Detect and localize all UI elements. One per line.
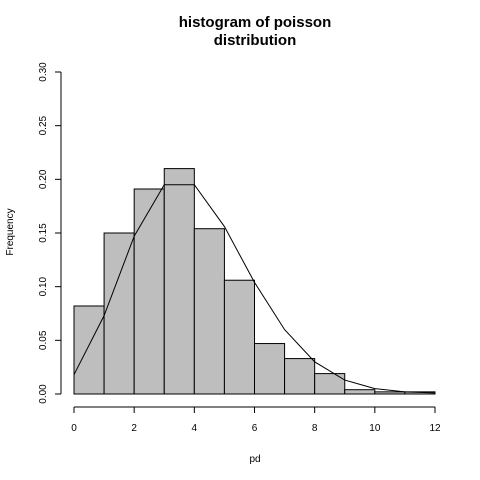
histogram-bar-0	[73, 305, 105, 395]
y-tick-label-1: 0.05	[38, 330, 49, 350]
y-axis-label: Frequency	[5, 208, 16, 255]
x-tick-label-2: 4	[192, 423, 198, 434]
y-tick-label-3: 0.15	[38, 223, 49, 243]
histogram-bar-3	[163, 168, 195, 395]
density-line	[73, 184, 436, 394]
histogram-bar-8	[314, 373, 346, 395]
y-tick-label-2: 0.10	[38, 276, 49, 296]
x-axis-label: pd	[249, 454, 260, 465]
histogram-bar-4	[193, 228, 225, 395]
x-tick-label-4: 8	[312, 423, 318, 434]
histogram-bar-5	[223, 279, 256, 395]
histogram-bar-1	[103, 232, 135, 395]
y-tick-label-0: 0.00	[38, 384, 49, 404]
x-tick-label-1: 2	[131, 423, 137, 434]
chart-title-line-1: histogram of poisson	[179, 14, 332, 31]
histogram-bar-7	[284, 358, 316, 395]
x-tick-label-3: 6	[252, 423, 258, 434]
density-line-group	[73, 184, 436, 394]
y-tick-label-6: 0.30	[38, 62, 49, 82]
histogram-bars	[73, 168, 436, 395]
chart-title-line-2: distribution	[214, 32, 297, 49]
x-tick-label-5: 10	[369, 423, 381, 434]
y-tick-label-5: 0.25	[38, 115, 49, 135]
histogram-bar-9	[344, 389, 376, 395]
x-tick-label-0: 0	[71, 423, 77, 434]
y-axis-ticks: 0.00 0.05 0.10 0.15 0.20 0.25 0.30	[38, 62, 61, 404]
histogram-bar-10	[374, 391, 406, 395]
x-axis-ticks: 0 2 4 6 8 10 12	[71, 407, 441, 434]
histogram-bar-2	[133, 188, 165, 395]
x-tick-label-6: 12	[429, 423, 441, 434]
y-tick-label-4: 0.20	[38, 169, 49, 189]
histogram-bar-6	[254, 343, 286, 395]
